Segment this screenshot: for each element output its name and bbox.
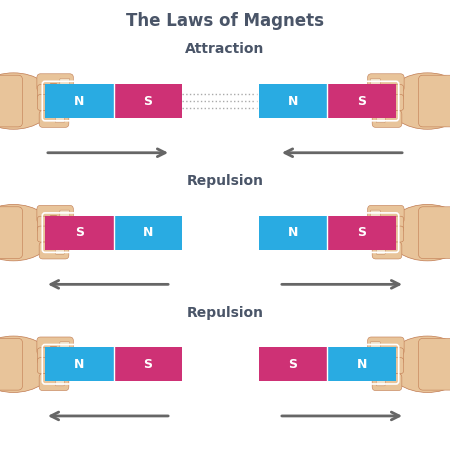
FancyBboxPatch shape [39,242,69,259]
FancyBboxPatch shape [60,342,70,349]
Text: S: S [357,226,366,239]
FancyBboxPatch shape [418,207,450,258]
FancyBboxPatch shape [370,226,404,242]
FancyBboxPatch shape [370,94,404,110]
Text: The Laws of Magnets: The Laws of Magnets [126,12,324,30]
FancyBboxPatch shape [37,337,73,355]
FancyBboxPatch shape [37,216,74,232]
FancyBboxPatch shape [367,348,404,364]
FancyBboxPatch shape [60,78,70,86]
FancyBboxPatch shape [370,78,380,86]
FancyBboxPatch shape [37,94,71,110]
Text: S: S [357,94,366,108]
FancyBboxPatch shape [370,342,380,349]
FancyBboxPatch shape [376,115,385,123]
FancyBboxPatch shape [259,347,327,381]
FancyBboxPatch shape [37,358,71,374]
FancyBboxPatch shape [113,84,182,118]
Ellipse shape [0,204,54,261]
FancyBboxPatch shape [0,207,22,258]
FancyBboxPatch shape [45,216,113,250]
FancyBboxPatch shape [37,205,73,223]
FancyBboxPatch shape [37,348,74,364]
Text: S: S [144,358,153,371]
Text: S: S [144,94,153,108]
FancyBboxPatch shape [259,216,327,250]
FancyBboxPatch shape [370,358,404,374]
FancyBboxPatch shape [367,216,404,232]
Ellipse shape [0,73,54,129]
FancyBboxPatch shape [39,110,69,127]
FancyBboxPatch shape [372,242,402,259]
Text: N: N [288,94,298,108]
Ellipse shape [387,336,450,392]
FancyBboxPatch shape [37,74,73,92]
FancyBboxPatch shape [45,84,113,118]
Text: S: S [75,226,84,239]
Text: N: N [356,358,367,371]
Ellipse shape [0,336,54,392]
FancyBboxPatch shape [37,226,71,242]
Text: Attraction: Attraction [185,42,265,56]
Text: S: S [288,358,297,371]
Text: N: N [74,358,85,371]
FancyBboxPatch shape [37,85,74,101]
FancyBboxPatch shape [113,347,182,381]
FancyBboxPatch shape [113,216,182,250]
FancyBboxPatch shape [60,210,70,218]
FancyBboxPatch shape [367,85,404,101]
Text: N: N [143,226,153,239]
FancyBboxPatch shape [55,115,64,123]
FancyBboxPatch shape [372,374,402,391]
FancyBboxPatch shape [55,247,64,254]
FancyBboxPatch shape [370,210,380,218]
Ellipse shape [387,73,450,129]
FancyBboxPatch shape [327,84,396,118]
FancyBboxPatch shape [55,378,64,386]
Text: N: N [74,94,85,108]
FancyBboxPatch shape [327,347,396,381]
FancyBboxPatch shape [368,337,404,355]
Text: Repulsion: Repulsion [186,306,264,320]
Text: Repulsion: Repulsion [186,174,264,188]
FancyBboxPatch shape [376,247,385,254]
FancyBboxPatch shape [372,110,402,127]
FancyBboxPatch shape [39,374,69,391]
FancyBboxPatch shape [368,74,404,92]
Text: N: N [288,226,298,239]
FancyBboxPatch shape [259,84,327,118]
FancyBboxPatch shape [376,378,385,386]
FancyBboxPatch shape [368,205,404,223]
FancyBboxPatch shape [0,75,22,127]
FancyBboxPatch shape [418,75,450,127]
FancyBboxPatch shape [45,347,113,381]
Ellipse shape [387,204,450,261]
FancyBboxPatch shape [418,338,450,390]
FancyBboxPatch shape [327,216,396,250]
FancyBboxPatch shape [0,338,22,390]
